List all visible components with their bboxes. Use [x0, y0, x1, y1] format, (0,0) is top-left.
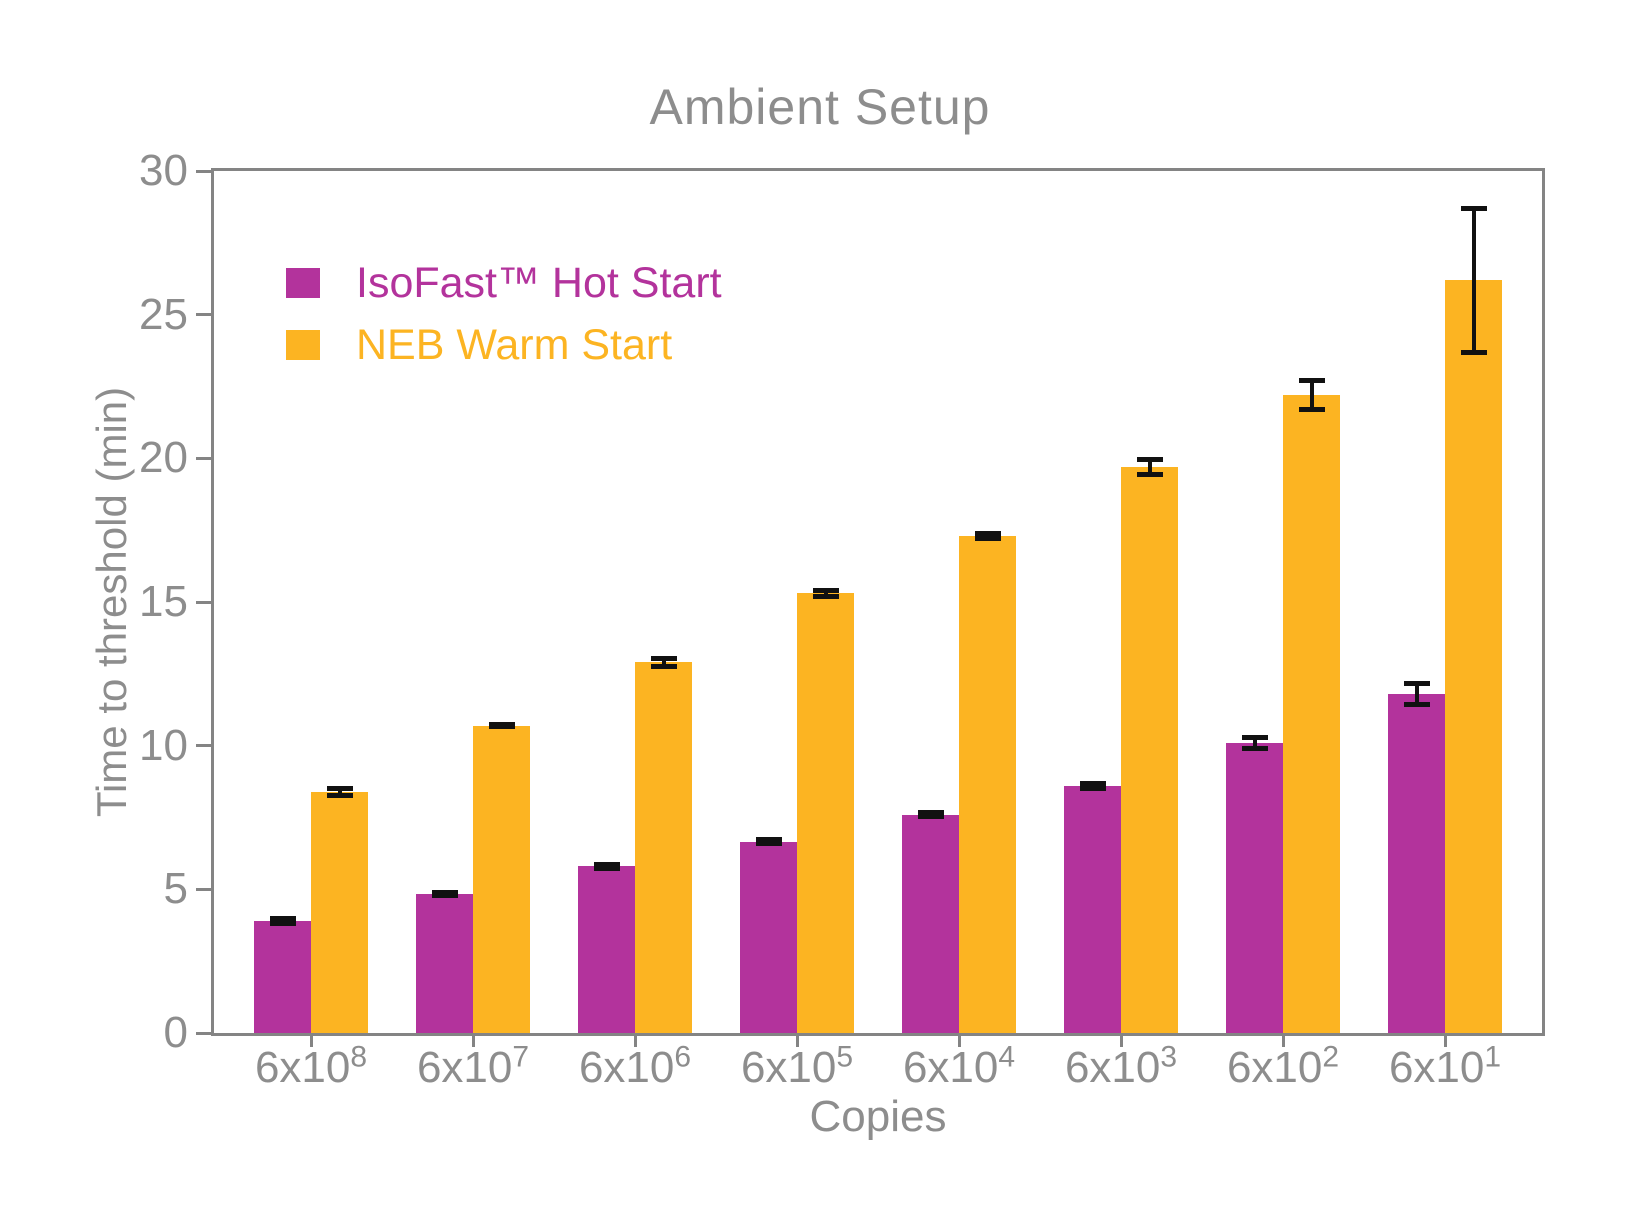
y-tick-mark-30	[196, 169, 211, 173]
bar-isofast-hot-start-6x10^7	[416, 893, 473, 1033]
error-bar-neb-warm-start-6x10^6	[661, 658, 666, 667]
bar-isofast-hot-start-6x10^8	[254, 920, 311, 1033]
error-bar-cap	[1241, 734, 1268, 740]
bar-neb-warm-start-6x10^6	[635, 662, 692, 1033]
error-bar-cap	[974, 535, 1001, 541]
bar-isofast-hot-start-6x10^2	[1226, 742, 1283, 1033]
error-bar-cap	[650, 664, 677, 670]
legend-swatch-isofast	[286, 268, 320, 298]
error-bar-cap	[326, 792, 353, 798]
error-bar-cap	[593, 865, 620, 871]
bar-isofast-hot-start-6x10^4	[902, 814, 959, 1033]
y-tick-label-0: 0	[163, 1008, 188, 1057]
x-tick-label-6x10^5: 6x105	[740, 1040, 854, 1092]
bar-neb-warm-start-6x10^4	[959, 535, 1016, 1033]
y-tick-mark-5	[196, 887, 211, 891]
error-bar-cap	[326, 785, 353, 791]
error-bar-cap	[974, 531, 1001, 537]
y-tick-label-10: 10	[139, 720, 188, 770]
error-bar-neb-warm-start-6x10^1	[1471, 208, 1476, 352]
x-axis-label: Copies	[809, 1092, 947, 1141]
error-bar-cap	[917, 814, 944, 820]
error-bar-isofast-hot-start-6x10^2	[1252, 737, 1257, 749]
y-tick-mark-15	[196, 600, 211, 604]
y-tick-label-5: 5	[163, 864, 188, 914]
error-bar-cap	[431, 889, 458, 895]
error-bar-isofast-hot-start-6x10^1	[1414, 683, 1419, 704]
error-bar-cap	[269, 915, 296, 921]
y-tick-label-25: 25	[139, 289, 188, 339]
x-tick-mark-6x10^6	[633, 1033, 637, 1047]
bar-isofast-hot-start-6x10^3	[1064, 785, 1121, 1033]
bar-neb-warm-start-6x10^1	[1445, 280, 1502, 1033]
plot-frame	[211, 168, 1545, 1036]
x-tick-label-6x10^2: 6x102	[1226, 1040, 1340, 1092]
error-bar-isofast-hot-start-6x10^8	[280, 918, 285, 924]
error-bar-cap	[812, 588, 839, 593]
legend-label-neb: NEB Warm Start	[356, 321, 673, 369]
x-tick-mark-6x10^3	[1119, 1033, 1123, 1047]
bar-isofast-hot-start-6x10^6	[578, 866, 635, 1033]
error-bar-cap	[917, 809, 944, 815]
error-bar-cap	[1460, 349, 1487, 355]
x-tick-mark-6x10^1	[1443, 1033, 1447, 1047]
error-bar-cap	[812, 593, 839, 599]
bar-neb-warm-start-6x10^7	[473, 725, 530, 1033]
legend-label-isofast: IsoFast™ Hot Start	[356, 259, 722, 307]
bar-neb-warm-start-6x10^3	[1121, 466, 1178, 1033]
y-tick-mark-10	[196, 744, 211, 748]
plot-area: IsoFast™ Hot Start NEB Warm Start	[214, 171, 1542, 1033]
y-tick-mark-20	[196, 456, 211, 460]
y-tick-label-20: 20	[139, 433, 188, 483]
legend: IsoFast™ Hot Start NEB Warm Start	[286, 259, 722, 369]
error-bar-cap	[593, 862, 620, 868]
x-tick-mark-6x10^8	[309, 1033, 313, 1047]
y-tick-mark-25	[196, 313, 211, 317]
y-tick-label-30: 30	[139, 146, 188, 195]
x-tick-mark-6x10^5	[795, 1033, 799, 1047]
error-bar-cap	[1241, 746, 1268, 752]
x-tick-label-6x10^3: 6x103	[1064, 1040, 1178, 1092]
bar-neb-warm-start-6x10^2	[1283, 395, 1340, 1033]
x-tick-label-6x10^7: 6x107	[416, 1040, 530, 1092]
bar-neb-warm-start-6x10^8	[311, 791, 368, 1033]
x-tick-label-6x10^4: 6x104	[902, 1040, 1016, 1092]
chart-title: Ambient Setup	[649, 79, 991, 135]
legend-item-neb: NEB Warm Start	[286, 321, 722, 369]
error-bar-neb-warm-start-6x10^2	[1309, 380, 1314, 410]
error-bar-cap	[1079, 781, 1106, 787]
x-tick-label-6x10^6: 6x106	[578, 1040, 692, 1092]
error-bar-cap	[650, 655, 677, 661]
x-tick-mark-6x10^2	[1281, 1033, 1285, 1047]
y-tick-mark-0	[196, 1031, 211, 1035]
legend-item-isofast: IsoFast™ Hot Start	[286, 259, 722, 307]
x-tick-mark-6x10^7	[471, 1033, 475, 1047]
error-bar-neb-warm-start-6x10^3	[1147, 459, 1152, 475]
legend-swatch-neb	[286, 330, 320, 360]
error-bar-cap	[1136, 457, 1163, 463]
error-bar-cap	[1079, 785, 1106, 791]
bar-isofast-hot-start-6x10^1	[1388, 693, 1445, 1033]
error-bar-cap	[1136, 471, 1163, 477]
error-bar-neb-warm-start-6x10^5	[823, 590, 828, 597]
error-bar-cap	[1298, 378, 1325, 384]
error-bar-cap	[488, 721, 515, 727]
x-tick-mark-6x10^4	[957, 1033, 961, 1047]
x-tick-label-6x10^1: 6x101	[1388, 1040, 1502, 1092]
bar-isofast-hot-start-6x10^5	[740, 841, 797, 1033]
bar-neb-warm-start-6x10^5	[797, 593, 854, 1033]
error-bar-cap	[1298, 406, 1325, 412]
error-bar-cap	[269, 921, 296, 927]
error-bar-cap	[1403, 681, 1430, 687]
error-bar-cap	[755, 841, 782, 847]
error-bar-cap	[431, 892, 458, 898]
error-bar-cap	[488, 724, 515, 730]
error-bar-cap	[1403, 701, 1430, 707]
x-tick-label-6x10^8: 6x108	[254, 1040, 368, 1092]
error-bar-cap	[1460, 205, 1487, 211]
error-bar-cap	[755, 837, 782, 843]
y-tick-label-15: 15	[139, 577, 188, 626]
error-bar-neb-warm-start-6x10^8	[337, 788, 342, 796]
